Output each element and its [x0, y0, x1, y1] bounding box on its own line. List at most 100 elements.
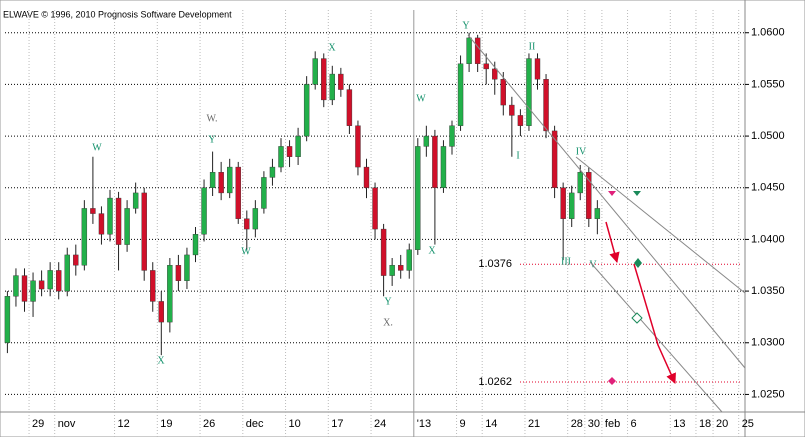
x-tick-label: 12 — [118, 418, 130, 430]
candle-body — [252, 208, 259, 230]
projection-arrow — [605, 221, 620, 264]
x-tick-label: 21 — [528, 418, 540, 430]
candle-body — [312, 58, 318, 85]
channel-line — [467, 34, 746, 369]
x-tick-label: 29 — [32, 418, 44, 430]
candle-body — [363, 166, 370, 188]
wave-label: W — [241, 246, 251, 257]
candle-body — [4, 296, 11, 343]
wave-label: X — [157, 355, 165, 366]
x-tick-label: nov — [58, 418, 76, 430]
candle-body — [457, 63, 464, 126]
y-tick-label: 1.0400 — [751, 233, 785, 245]
projection-arrow — [633, 263, 676, 384]
candle-body — [372, 187, 378, 230]
y-tick-label: 1.0550 — [751, 78, 785, 90]
y-tick-label: 1.0500 — [751, 130, 785, 142]
candle-body — [107, 197, 113, 235]
candle-body — [415, 146, 421, 250]
x-tick-label: 9 — [460, 418, 466, 430]
candle-body — [269, 166, 276, 178]
candle-body — [124, 208, 130, 245]
candle-body — [158, 301, 165, 323]
candle-body — [226, 166, 233, 194]
candle-body — [73, 254, 79, 266]
candle-body — [509, 104, 515, 116]
x-tick-label: 19 — [160, 418, 172, 430]
wave-label: V — [589, 259, 597, 270]
candle-body — [398, 265, 404, 271]
candle-body — [440, 146, 447, 188]
x-tick-label: 25 — [742, 418, 754, 430]
wave-label: X. — [383, 317, 393, 328]
candle-body — [209, 172, 216, 188]
wave-label: II — [529, 41, 536, 52]
marker-triangle — [633, 191, 641, 196]
candle-body — [449, 125, 455, 147]
candle-body — [30, 280, 36, 302]
candle-body — [98, 213, 105, 235]
candle-body — [329, 73, 335, 101]
target-diamond — [634, 258, 642, 268]
candle-body — [543, 79, 549, 132]
candle-body — [492, 68, 498, 80]
x-tick-label: 10 — [289, 418, 301, 430]
plot: 1.0250 1.0300 1.0350 1.0400 1.0450 1.0500 1.05… — [4, 10, 785, 437]
candle-body — [56, 270, 62, 292]
candle-body — [192, 234, 199, 256]
wave-label: I — [516, 150, 519, 161]
x-tick-label: 14 — [485, 418, 497, 430]
channel-line — [575, 156, 746, 294]
y-tick-label: 1.0600 — [751, 27, 785, 39]
marker-triangle — [608, 191, 616, 196]
x-tick-label: 6 — [631, 418, 637, 430]
y-tick-label: 1.0300 — [751, 337, 785, 349]
y-tick-label: 1.0450 — [751, 182, 785, 194]
candle-body — [560, 187, 566, 219]
wave-label: Y — [208, 134, 215, 145]
candle-body — [175, 265, 182, 281]
candle-body — [594, 208, 601, 219]
target-diamond — [608, 377, 616, 385]
candle-body — [569, 192, 575, 219]
x-tick-label: 30 — [588, 418, 600, 430]
candle-body — [534, 58, 541, 80]
wave-label: W. — [206, 113, 217, 124]
x-tick-label: 17 — [331, 418, 343, 430]
x-tick-label: 26 — [203, 418, 215, 430]
candle-body — [167, 265, 173, 323]
x-tick-label: 18 — [699, 418, 711, 430]
wave-label: Y — [462, 20, 469, 31]
candle-body — [81, 208, 88, 266]
candle-body — [483, 63, 489, 70]
candle-body — [132, 192, 139, 209]
level-label: 1.0376 — [478, 258, 512, 270]
candle-body — [586, 172, 592, 219]
candle-body — [517, 115, 524, 126]
candle-body — [432, 135, 438, 188]
level-label: 1.0262 — [478, 376, 512, 388]
wave-label: III — [561, 256, 571, 267]
candle-body — [201, 187, 207, 235]
candle-body — [115, 197, 122, 245]
candle-body — [380, 228, 387, 276]
candle-body — [21, 275, 28, 302]
candle-body — [355, 125, 361, 168]
wave-label: X — [328, 42, 336, 53]
x-tick-label: 13 — [673, 418, 685, 430]
header: ELWAVE © 1996, 2010 Prognosis Software D… — [3, 9, 232, 19]
candle-body — [551, 130, 558, 188]
x-tick-label: 28 — [571, 418, 583, 430]
candle-body — [235, 166, 241, 219]
candle-body — [423, 135, 430, 147]
wave-label: IV — [576, 146, 587, 157]
x-tick-label: feb — [605, 418, 620, 430]
wave-label: W — [416, 93, 426, 104]
candle-body — [218, 172, 224, 194]
candle-body — [406, 249, 412, 271]
candle-body — [150, 270, 156, 302]
candle-body — [303, 84, 310, 137]
candle-body — [13, 275, 19, 297]
y-tick-label: 1.0250 — [751, 388, 785, 400]
